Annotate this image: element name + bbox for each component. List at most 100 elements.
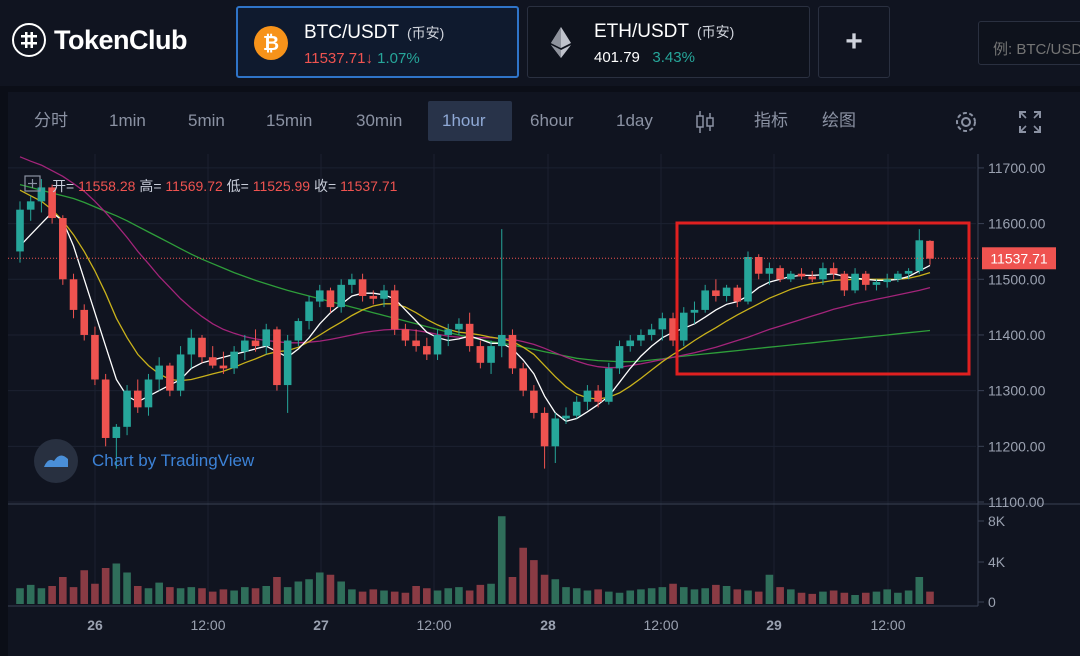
top-bar: TokenClub ₿ BTC/USDT (币安) 11537.71↓ 1.07%… (0, 0, 1080, 86)
bitcoin-icon: ₿ (254, 26, 288, 60)
volume-bar (26, 584, 35, 604)
interval-1min[interactable]: 1min (109, 111, 146, 130)
candle-body (155, 365, 163, 380)
pair-change: 1.07% (377, 50, 420, 67)
candle-body (487, 346, 495, 363)
volume-bar (530, 560, 538, 604)
ohlc-close: 11537.71 (340, 178, 398, 194)
volume-bar (465, 590, 474, 604)
candle-body (326, 290, 335, 308)
candle-body (369, 295, 378, 299)
candle-body (819, 268, 827, 280)
interval-15min[interactable]: 15min (266, 111, 313, 130)
candle-body (112, 426, 121, 438)
candle-body (540, 412, 549, 447)
brand-logo[interactable]: TokenClub (12, 23, 188, 57)
volume-tick-label: 4K (988, 554, 1006, 570)
ma-white-line (19, 211, 931, 423)
volume-bar (219, 589, 228, 604)
time-tick-label: 12:00 (416, 617, 451, 633)
fullscreen-button[interactable] (1010, 101, 1050, 141)
last-price-label: 11537.71 (990, 250, 1048, 266)
pair-tab-eth-usdt[interactable]: ETH/USDT (币安) 401.79 3.43% (527, 6, 810, 78)
interval-5min[interactable]: 5min (188, 111, 225, 130)
volume-bar (819, 591, 827, 604)
interval-30min[interactable]: 30min (356, 111, 403, 130)
volume-bar (198, 588, 206, 604)
candle-type-button[interactable] (688, 101, 722, 141)
candle-body (380, 290, 388, 299)
volume-bar (69, 587, 78, 604)
volume-bar (861, 592, 870, 604)
volume-bar (283, 587, 292, 604)
volume-bar (701, 588, 709, 604)
volume-bar (337, 581, 345, 604)
candle-body (519, 368, 527, 391)
interval-6hour[interactable]: 6hour (530, 111, 574, 130)
volume-bar (722, 586, 731, 604)
interval-1day[interactable]: 1day (616, 111, 653, 130)
candle-body (701, 290, 709, 310)
candle-body (80, 309, 89, 335)
settings-button[interactable] (946, 101, 986, 141)
volume-bar (872, 591, 881, 604)
legend-toggle-icon (24, 175, 41, 192)
volume-bar (37, 588, 46, 604)
time-tick-label: 26 (87, 617, 103, 633)
candle-body (144, 379, 153, 408)
volume-bar (423, 588, 431, 604)
volume-bar (626, 590, 635, 604)
candle-body (530, 390, 538, 413)
volume-bar (326, 574, 335, 604)
candle-body (551, 418, 560, 447)
volume-bar (133, 586, 142, 604)
volume-bar (144, 588, 153, 604)
candle-body (390, 290, 399, 330)
drawing-button[interactable]: 绘图 (822, 111, 856, 130)
candle-body (605, 368, 613, 402)
add-pair-button[interactable]: + (818, 6, 890, 78)
candle-body (476, 346, 485, 363)
candle-body (840, 273, 849, 291)
volume-bar (241, 587, 249, 604)
pair-tab-btc-usdt[interactable]: ₿ BTC/USDT (币安) 11537.71↓ 1.07% (236, 6, 519, 78)
volume-bar (187, 587, 196, 604)
candle-body (348, 279, 356, 285)
time-tick-label: 12:00 (643, 617, 678, 633)
candle-body (465, 323, 474, 347)
candle-body (166, 365, 174, 391)
volume-bar (369, 589, 378, 604)
volume-bar (348, 589, 356, 604)
candle-body (230, 351, 238, 369)
pair-change: 3.43% (652, 49, 695, 66)
candle-body (91, 334, 99, 380)
pair-symbol: BTC/USDT (304, 22, 399, 43)
price-chart[interactable]: 11537.71 11700.00 11600.00 11500.00 11400.00… (8, 92, 1080, 656)
candle-body (133, 390, 142, 408)
volume-bar (883, 589, 891, 604)
volume-bar (594, 589, 602, 604)
volume-bar (315, 572, 324, 604)
interval-fenshi[interactable]: 分时 (34, 111, 68, 130)
candle-body (572, 401, 581, 416)
volume-bar (829, 590, 838, 604)
volume-bar (926, 591, 934, 604)
volume-bar (840, 592, 849, 604)
volume-bar (401, 592, 410, 604)
volume-bar (787, 589, 795, 604)
volume-bar (637, 589, 645, 604)
candle-body (861, 273, 870, 285)
volume-bar (230, 590, 238, 604)
indicators-button[interactable]: 指标 (754, 111, 788, 130)
candle-body (305, 301, 313, 322)
candle-body (594, 390, 602, 402)
volume-bar (487, 583, 495, 604)
volume-bar (776, 587, 784, 604)
candle-body (208, 357, 217, 366)
time-tick-label: 12:00 (870, 617, 905, 633)
candle-body (455, 323, 463, 330)
interval-1hour[interactable]: 1hour (428, 101, 512, 141)
search-input[interactable] (978, 21, 1080, 65)
tradingview-watermark[interactable]: Chart by TradingView (34, 439, 254, 483)
candle-body (16, 209, 24, 252)
